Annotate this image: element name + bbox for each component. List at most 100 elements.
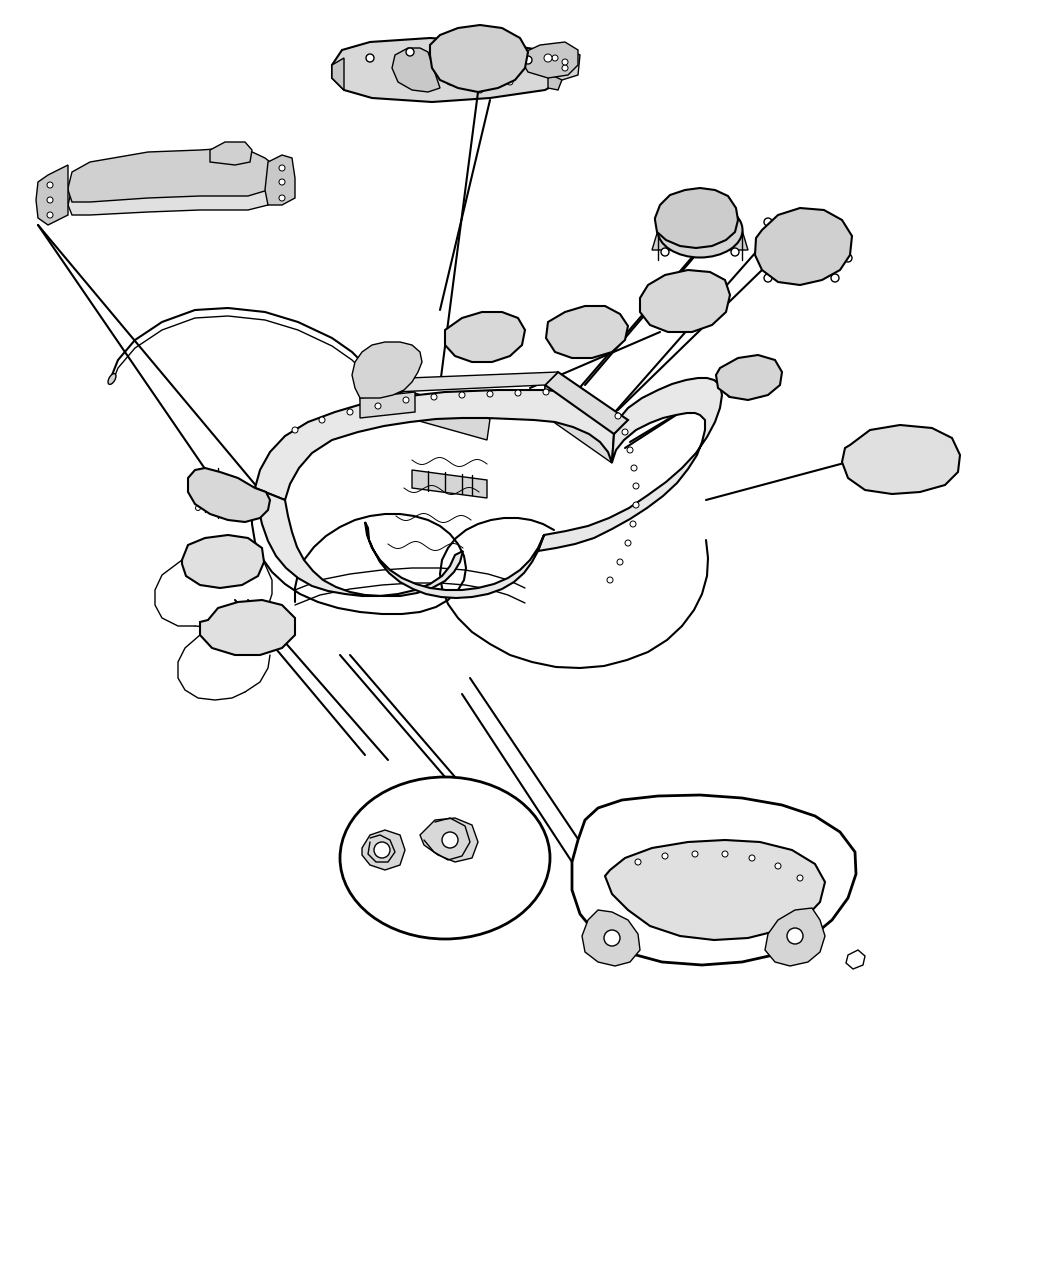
Circle shape [780, 232, 816, 268]
Circle shape [486, 48, 494, 57]
Circle shape [507, 37, 513, 43]
Polygon shape [412, 393, 490, 440]
Polygon shape [332, 38, 565, 102]
Circle shape [442, 37, 448, 43]
Circle shape [497, 48, 502, 54]
Circle shape [562, 65, 568, 71]
Polygon shape [842, 425, 960, 493]
Circle shape [717, 296, 722, 301]
Polygon shape [755, 208, 852, 286]
Circle shape [635, 859, 640, 864]
Circle shape [731, 249, 739, 256]
Circle shape [514, 390, 521, 397]
Circle shape [872, 444, 908, 479]
Circle shape [475, 328, 495, 348]
Circle shape [880, 453, 900, 472]
Circle shape [764, 274, 772, 282]
Polygon shape [200, 601, 295, 655]
Circle shape [631, 465, 637, 470]
Circle shape [403, 397, 410, 403]
Circle shape [236, 555, 244, 562]
Circle shape [346, 409, 353, 414]
Circle shape [366, 54, 374, 62]
Circle shape [657, 292, 663, 297]
Circle shape [797, 875, 803, 881]
Circle shape [477, 27, 483, 33]
Circle shape [445, 62, 450, 68]
Polygon shape [582, 910, 640, 966]
Circle shape [481, 334, 489, 342]
Polygon shape [572, 796, 856, 965]
Polygon shape [210, 142, 252, 164]
Circle shape [722, 850, 728, 857]
Circle shape [505, 62, 510, 68]
Circle shape [374, 842, 390, 858]
Circle shape [776, 376, 780, 380]
Circle shape [630, 521, 636, 527]
Circle shape [203, 550, 227, 574]
Circle shape [930, 453, 940, 463]
Circle shape [580, 326, 596, 342]
Ellipse shape [657, 203, 742, 258]
Polygon shape [188, 468, 270, 521]
Circle shape [467, 320, 503, 356]
Circle shape [47, 212, 53, 218]
Circle shape [477, 87, 483, 93]
Polygon shape [655, 187, 738, 249]
Circle shape [292, 427, 298, 434]
Polygon shape [395, 372, 558, 391]
Circle shape [319, 417, 326, 423]
Circle shape [831, 274, 839, 282]
Circle shape [615, 413, 621, 419]
Circle shape [279, 179, 285, 185]
Circle shape [788, 928, 803, 944]
Circle shape [572, 317, 604, 351]
Ellipse shape [376, 381, 384, 391]
Circle shape [562, 59, 568, 65]
Circle shape [459, 391, 465, 398]
Polygon shape [546, 306, 628, 358]
Circle shape [625, 541, 631, 546]
Polygon shape [255, 488, 463, 595]
Circle shape [47, 182, 53, 187]
Circle shape [195, 505, 201, 510]
Polygon shape [716, 354, 782, 400]
Circle shape [695, 283, 700, 287]
Polygon shape [545, 48, 580, 80]
Circle shape [775, 863, 781, 870]
Polygon shape [430, 26, 528, 92]
Polygon shape [545, 372, 628, 434]
Ellipse shape [340, 776, 550, 938]
Circle shape [757, 393, 762, 398]
Polygon shape [605, 840, 825, 940]
Circle shape [406, 48, 414, 56]
Polygon shape [445, 312, 525, 362]
Polygon shape [412, 470, 487, 499]
Polygon shape [360, 391, 415, 418]
Circle shape [507, 79, 513, 85]
Circle shape [195, 486, 201, 491]
Ellipse shape [678, 217, 721, 244]
Circle shape [524, 56, 532, 64]
Circle shape [759, 360, 764, 365]
Circle shape [543, 389, 549, 395]
Circle shape [432, 59, 438, 65]
Circle shape [455, 48, 459, 54]
Circle shape [604, 929, 620, 946]
Polygon shape [255, 390, 614, 500]
Circle shape [770, 222, 826, 278]
Circle shape [279, 195, 285, 201]
Polygon shape [846, 950, 865, 969]
Polygon shape [545, 385, 614, 463]
Circle shape [209, 556, 220, 567]
Circle shape [832, 224, 840, 232]
Circle shape [279, 164, 285, 171]
Polygon shape [538, 377, 722, 551]
Circle shape [728, 366, 733, 371]
Circle shape [662, 249, 669, 256]
Polygon shape [352, 342, 422, 398]
Circle shape [790, 242, 806, 258]
Polygon shape [365, 521, 544, 598]
Circle shape [764, 218, 772, 226]
Polygon shape [522, 42, 578, 78]
